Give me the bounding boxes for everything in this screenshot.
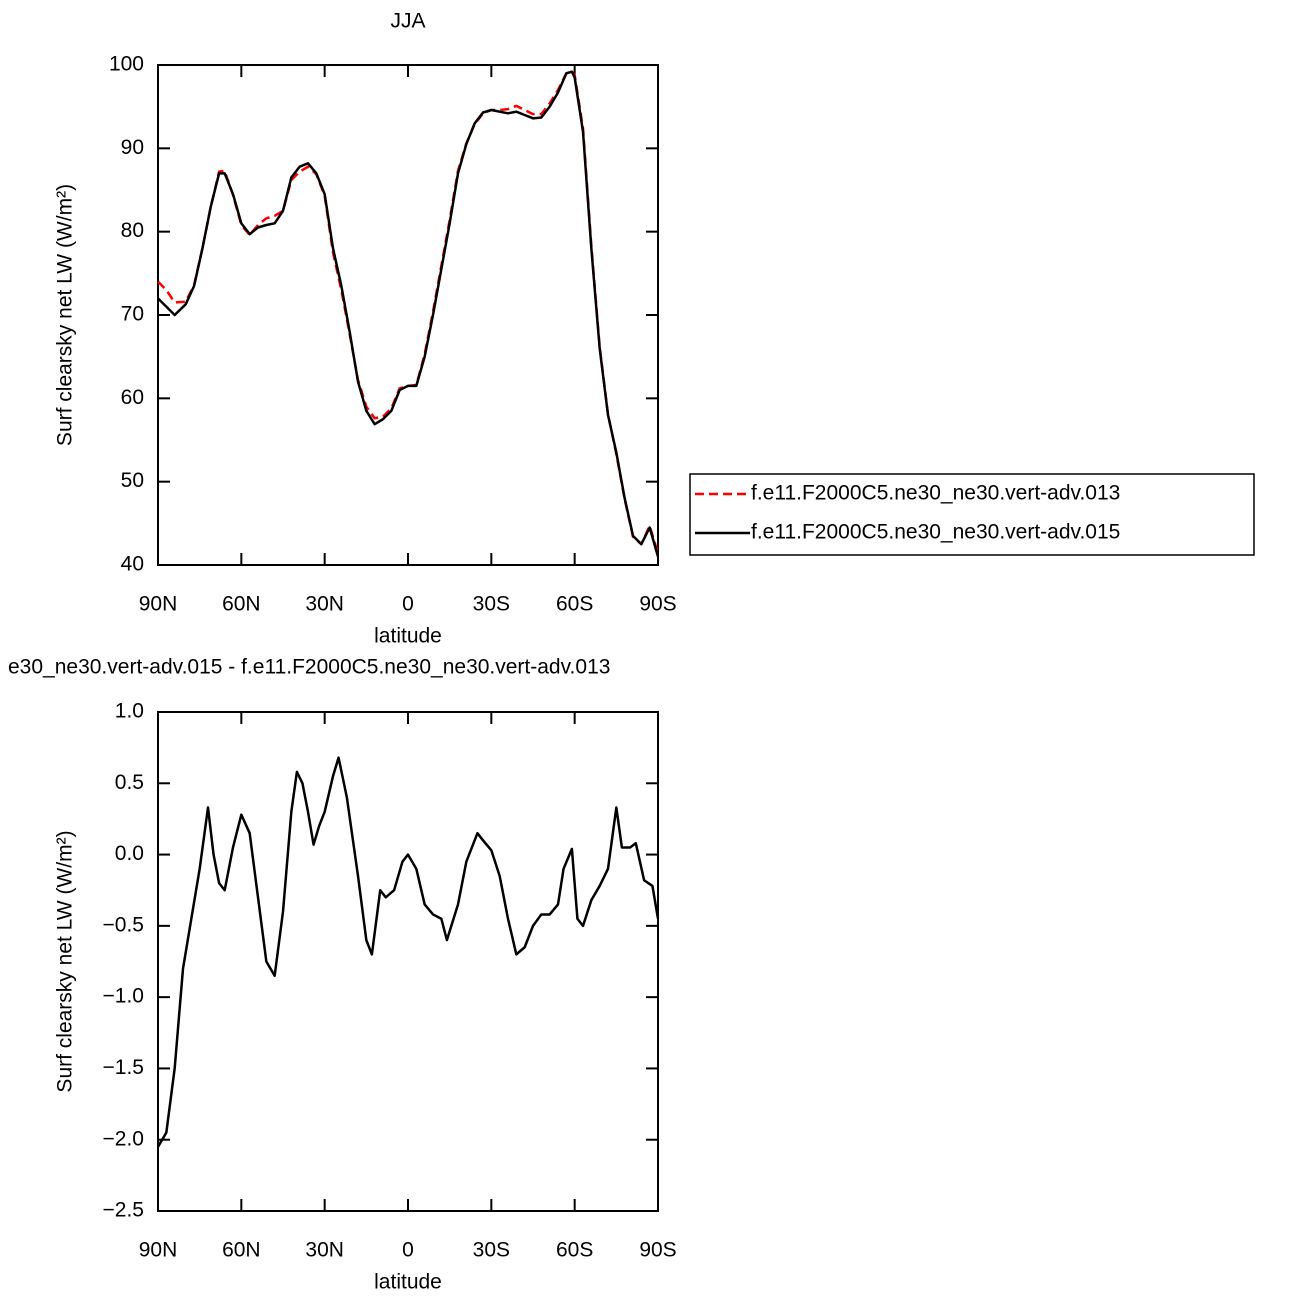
x-tick-label: 60N	[222, 1239, 261, 1262]
data-line	[156, 756, 660, 1148]
legend-box	[689, 473, 1255, 556]
x-tick-label: 30S	[473, 593, 510, 616]
y-tick-label: 0.0	[115, 842, 144, 865]
y-tick-label: 1.0	[115, 700, 144, 723]
x-axis-label: latitude	[374, 1271, 442, 1294]
x-tick-label: 90S	[639, 1239, 676, 1262]
y-axis-label: Surf clearsky net LW (W/m²)	[54, 830, 77, 1092]
x-tick-label: 30S	[473, 1239, 510, 1262]
y-tick-label: 40	[121, 553, 144, 576]
legend-label: f.e11.F2000C5.ne30_ne30.vert-adv.015	[751, 521, 1120, 544]
y-tick-label: −1.0	[103, 985, 144, 1008]
chart-title: JJA	[390, 10, 425, 33]
x-tick-label: 60N	[222, 593, 261, 616]
x-tick-label: 0	[402, 1239, 414, 1262]
y-tick-label: −1.5	[103, 1056, 144, 1079]
y-tick-label: 50	[121, 469, 144, 492]
y-axis-label: Surf clearsky net LW (W/m²)	[54, 184, 77, 446]
x-tick-label: 30N	[305, 1239, 344, 1262]
x-tick-label: 60S	[556, 593, 593, 616]
x-tick-label: 90S	[639, 593, 676, 616]
legend-label: f.e11.F2000C5.ne30_ne30.vert-adv.013	[751, 482, 1120, 505]
chart-title: e30_ne30.vert-adv.015 - f.e11.F2000C5.ne…	[8, 656, 610, 679]
x-tick-label: 0	[402, 593, 414, 616]
y-tick-label: −2.0	[103, 1127, 144, 1150]
y-tick-label: 0.5	[115, 771, 144, 794]
y-tick-label: 60	[121, 386, 144, 409]
y-tick-label: 80	[121, 219, 144, 242]
y-tick-label: 100	[109, 53, 144, 76]
plot-frame	[157, 711, 659, 1212]
data-line	[157, 70, 660, 558]
y-tick-label: −0.5	[103, 913, 144, 936]
x-axis-label: latitude	[374, 625, 442, 648]
x-tick-label: 90N	[139, 593, 178, 616]
y-tick-label: 70	[121, 303, 144, 326]
x-tick-label: 60S	[556, 1239, 593, 1262]
x-tick-label: 30N	[305, 593, 344, 616]
y-tick-label: 90	[121, 136, 144, 159]
x-tick-label: 90N	[139, 1239, 178, 1262]
y-tick-label: −2.5	[103, 1199, 144, 1222]
